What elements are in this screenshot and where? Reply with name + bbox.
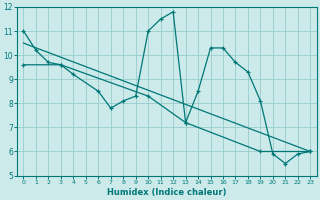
X-axis label: Humidex (Indice chaleur): Humidex (Indice chaleur) xyxy=(107,188,227,197)
